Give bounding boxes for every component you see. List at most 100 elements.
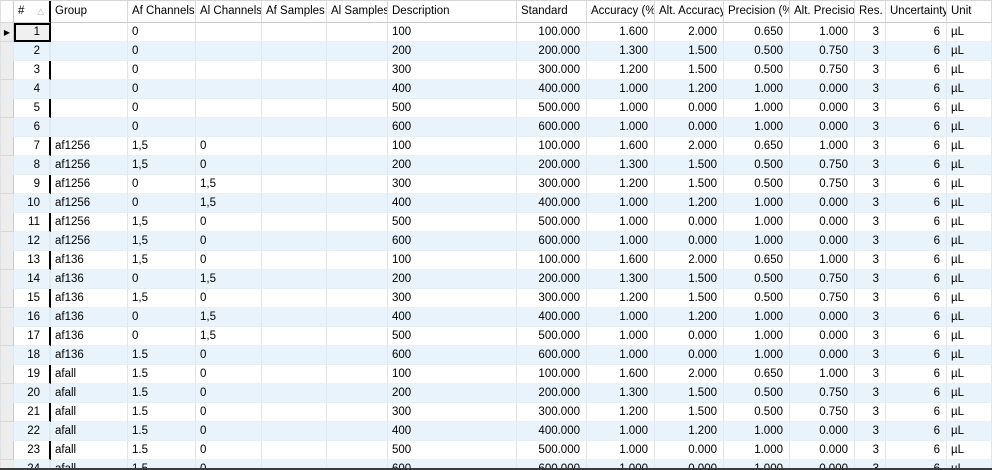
cell-res[interactable]: 3 bbox=[855, 23, 886, 42]
cell-description[interactable]: 400 bbox=[388, 422, 517, 441]
cell-num[interactable]: 1 bbox=[14, 23, 51, 42]
cell-res[interactable]: 3 bbox=[855, 327, 886, 346]
cell-num[interactable]: 6 bbox=[14, 118, 51, 137]
cell-al-channels[interactable]: 0 bbox=[196, 441, 262, 460]
column-header-precision[interactable]: Precision (%) bbox=[724, 1, 790, 23]
column-header-num[interactable]: # △ bbox=[14, 1, 51, 23]
cell-num[interactable]: 10 bbox=[14, 194, 51, 213]
cell-unit[interactable]: µL bbox=[947, 232, 992, 251]
column-header-group[interactable]: Group bbox=[51, 1, 128, 23]
cell-group[interactable]: af1256 bbox=[51, 194, 128, 213]
cell-unit[interactable]: µL bbox=[947, 251, 992, 270]
cell-af-samples[interactable] bbox=[262, 346, 327, 365]
cell-standard[interactable]: 600.000 bbox=[517, 460, 587, 468]
row-selector[interactable] bbox=[0, 61, 14, 80]
cell-af-samples[interactable] bbox=[262, 175, 327, 194]
cell-res[interactable]: 3 bbox=[855, 61, 886, 80]
cell-standard[interactable]: 500.000 bbox=[517, 441, 587, 460]
cell-description[interactable]: 300 bbox=[388, 403, 517, 422]
cell-af-channels[interactable]: 0 bbox=[128, 99, 196, 118]
cell-al-channels[interactable]: 0 bbox=[196, 156, 262, 175]
cell-al-channels[interactable]: 0 bbox=[196, 346, 262, 365]
cell-alt-precision[interactable]: 0.750 bbox=[790, 61, 855, 80]
column-header-al-channels[interactable]: Al Channels bbox=[196, 1, 262, 23]
cell-al-samples[interactable] bbox=[327, 270, 388, 289]
cell-al-samples[interactable] bbox=[327, 441, 388, 460]
cell-af-channels[interactable]: 1,5 bbox=[128, 289, 196, 308]
cell-description[interactable]: 300 bbox=[388, 61, 517, 80]
cell-res[interactable]: 3 bbox=[855, 137, 886, 156]
cell-alt-precision[interactable]: 0.750 bbox=[790, 156, 855, 175]
cell-al-channels[interactable]: 0 bbox=[196, 251, 262, 270]
row-selector[interactable] bbox=[0, 251, 14, 270]
cell-alt-precision[interactable]: 0.000 bbox=[790, 460, 855, 468]
cell-al-samples[interactable] bbox=[327, 194, 388, 213]
cell-res[interactable]: 3 bbox=[855, 80, 886, 99]
cell-description[interactable]: 500 bbox=[388, 327, 517, 346]
cell-group[interactable]: af136 bbox=[51, 346, 128, 365]
column-header-alt-precision[interactable]: Alt. Precision (%) bbox=[790, 1, 855, 23]
cell-description[interactable]: 600 bbox=[388, 232, 517, 251]
cell-alt-accuracy[interactable]: 1.200 bbox=[655, 80, 724, 99]
column-header-unit[interactable]: Unit bbox=[947, 1, 992, 23]
cell-al-channels[interactable]: 0 bbox=[196, 213, 262, 232]
cell-al-channels[interactable]: 0 bbox=[196, 422, 262, 441]
cell-alt-accuracy[interactable]: 2.000 bbox=[655, 23, 724, 42]
row-selector[interactable] bbox=[0, 99, 14, 118]
cell-unit[interactable]: µL bbox=[947, 289, 992, 308]
cell-al-samples[interactable] bbox=[327, 42, 388, 61]
cell-unit[interactable]: µL bbox=[947, 213, 992, 232]
cell-al-samples[interactable] bbox=[327, 365, 388, 384]
cell-alt-accuracy[interactable]: 1.200 bbox=[655, 308, 724, 327]
cell-standard[interactable]: 400.000 bbox=[517, 194, 587, 213]
cell-res[interactable]: 3 bbox=[855, 270, 886, 289]
cell-accuracy[interactable]: 1.300 bbox=[587, 42, 655, 61]
cell-num[interactable]: 9 bbox=[14, 175, 51, 194]
cell-af-channels[interactable]: 0 bbox=[128, 175, 196, 194]
cell-group[interactable] bbox=[51, 99, 128, 118]
cell-uncertainty[interactable]: 6 bbox=[886, 80, 947, 99]
cell-precision[interactable]: 1.000 bbox=[724, 232, 790, 251]
cell-af-channels[interactable]: 1,5 bbox=[128, 156, 196, 175]
cell-group[interactable]: afall bbox=[51, 422, 128, 441]
cell-alt-precision[interactable]: 1.000 bbox=[790, 251, 855, 270]
cell-alt-precision[interactable]: 1.000 bbox=[790, 365, 855, 384]
cell-af-channels[interactable]: 0 bbox=[128, 194, 196, 213]
cell-num[interactable]: 11 bbox=[14, 213, 51, 232]
row-selector[interactable] bbox=[0, 156, 14, 175]
cell-precision[interactable]: 0.500 bbox=[724, 42, 790, 61]
cell-al-channels[interactable]: 1,5 bbox=[196, 175, 262, 194]
cell-af-channels[interactable]: 0 bbox=[128, 23, 196, 42]
cell-res[interactable]: 3 bbox=[855, 232, 886, 251]
cell-af-channels[interactable]: 0 bbox=[128, 327, 196, 346]
column-header-alt-accuracy[interactable]: Alt. Accuracy bbox=[655, 1, 724, 23]
cell-description[interactable]: 200 bbox=[388, 42, 517, 61]
cell-standard[interactable]: 600.000 bbox=[517, 346, 587, 365]
cell-precision[interactable]: 0.500 bbox=[724, 61, 790, 80]
cell-al-samples[interactable] bbox=[327, 460, 388, 468]
row-selector[interactable] bbox=[0, 308, 14, 327]
cell-af-channels[interactable]: 1.5 bbox=[128, 346, 196, 365]
cell-alt-precision[interactable]: 0.750 bbox=[790, 270, 855, 289]
cell-precision[interactable]: 1.000 bbox=[724, 194, 790, 213]
cell-alt-precision[interactable]: 0.000 bbox=[790, 308, 855, 327]
cell-accuracy[interactable]: 1.600 bbox=[587, 137, 655, 156]
cell-res[interactable]: 3 bbox=[855, 42, 886, 61]
cell-precision[interactable]: 1.000 bbox=[724, 422, 790, 441]
cell-unit[interactable]: µL bbox=[947, 118, 992, 137]
cell-uncertainty[interactable]: 6 bbox=[886, 422, 947, 441]
cell-al-channels[interactable] bbox=[196, 99, 262, 118]
column-header-af-samples[interactable]: Af Samples bbox=[262, 1, 327, 23]
row-selector[interactable] bbox=[0, 213, 14, 232]
cell-unit[interactable]: µL bbox=[947, 308, 992, 327]
cell-description[interactable]: 600 bbox=[388, 118, 517, 137]
cell-al-samples[interactable] bbox=[327, 346, 388, 365]
cell-description[interactable]: 100 bbox=[388, 137, 517, 156]
cell-alt-precision[interactable]: 0.000 bbox=[790, 99, 855, 118]
cell-res[interactable]: 3 bbox=[855, 365, 886, 384]
cell-standard[interactable]: 600.000 bbox=[517, 232, 587, 251]
column-header-res[interactable]: Res. bbox=[855, 1, 886, 23]
cell-af-samples[interactable] bbox=[262, 61, 327, 80]
cell-accuracy[interactable]: 1.600 bbox=[587, 365, 655, 384]
cell-af-channels[interactable]: 0 bbox=[128, 118, 196, 137]
